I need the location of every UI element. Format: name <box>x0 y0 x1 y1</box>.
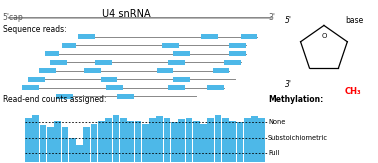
Bar <box>25 118 32 162</box>
FancyBboxPatch shape <box>224 60 240 65</box>
Bar <box>62 127 68 162</box>
Bar <box>244 118 251 162</box>
FancyBboxPatch shape <box>168 85 184 90</box>
Bar <box>47 127 54 162</box>
FancyBboxPatch shape <box>174 52 190 56</box>
Bar <box>54 121 61 162</box>
Bar <box>149 118 156 162</box>
Text: 3': 3' <box>285 80 292 89</box>
Bar <box>229 121 236 162</box>
Text: Full: Full <box>268 150 279 156</box>
Text: None: None <box>268 119 285 126</box>
FancyBboxPatch shape <box>118 94 134 99</box>
Text: 5'cap: 5'cap <box>3 13 23 22</box>
Bar <box>178 119 185 162</box>
FancyBboxPatch shape <box>168 60 184 65</box>
FancyBboxPatch shape <box>39 68 56 73</box>
Bar <box>164 118 170 162</box>
FancyBboxPatch shape <box>229 52 246 56</box>
FancyBboxPatch shape <box>62 43 76 48</box>
Bar <box>33 115 39 162</box>
Bar <box>113 115 119 162</box>
Bar <box>76 145 83 162</box>
Bar <box>251 116 258 162</box>
Text: U4 snRNA: U4 snRNA <box>102 9 150 19</box>
Bar <box>127 121 134 162</box>
Bar <box>84 127 90 162</box>
Bar <box>208 118 214 162</box>
Bar <box>193 121 200 162</box>
Text: base: base <box>345 16 363 25</box>
Bar <box>186 118 192 162</box>
Text: Methylation:: Methylation: <box>268 95 323 104</box>
FancyBboxPatch shape <box>174 77 190 82</box>
FancyBboxPatch shape <box>240 34 257 39</box>
FancyBboxPatch shape <box>45 52 59 56</box>
Bar <box>120 118 127 162</box>
Bar <box>135 121 141 162</box>
Bar <box>91 124 98 162</box>
FancyBboxPatch shape <box>50 60 67 65</box>
Bar <box>200 124 207 162</box>
FancyBboxPatch shape <box>229 43 246 48</box>
FancyBboxPatch shape <box>212 68 229 73</box>
Bar <box>237 122 243 162</box>
Bar <box>40 126 46 162</box>
Bar <box>69 138 76 162</box>
Bar <box>98 121 105 162</box>
Bar <box>156 116 163 162</box>
FancyBboxPatch shape <box>101 77 118 82</box>
FancyBboxPatch shape <box>201 34 218 39</box>
FancyBboxPatch shape <box>207 85 224 90</box>
Bar <box>222 118 229 162</box>
Text: O: O <box>321 33 327 39</box>
FancyBboxPatch shape <box>28 77 45 82</box>
Bar <box>142 124 149 162</box>
FancyBboxPatch shape <box>156 68 174 73</box>
Text: Read-end counts assigned:: Read-end counts assigned: <box>3 95 106 104</box>
Text: Substoichiometric: Substoichiometric <box>268 134 328 141</box>
FancyBboxPatch shape <box>106 85 123 90</box>
FancyBboxPatch shape <box>56 94 73 99</box>
Text: 3': 3' <box>268 13 276 22</box>
FancyBboxPatch shape <box>162 43 179 48</box>
Bar <box>259 118 265 162</box>
FancyBboxPatch shape <box>84 68 101 73</box>
Text: 5': 5' <box>285 16 292 25</box>
FancyBboxPatch shape <box>95 60 112 65</box>
Bar <box>105 118 112 162</box>
FancyBboxPatch shape <box>78 34 95 39</box>
Bar <box>171 122 178 162</box>
Text: CH₃: CH₃ <box>345 87 362 96</box>
Text: Sequence reads:: Sequence reads: <box>3 25 67 34</box>
FancyBboxPatch shape <box>22 85 39 90</box>
Bar <box>215 115 222 162</box>
